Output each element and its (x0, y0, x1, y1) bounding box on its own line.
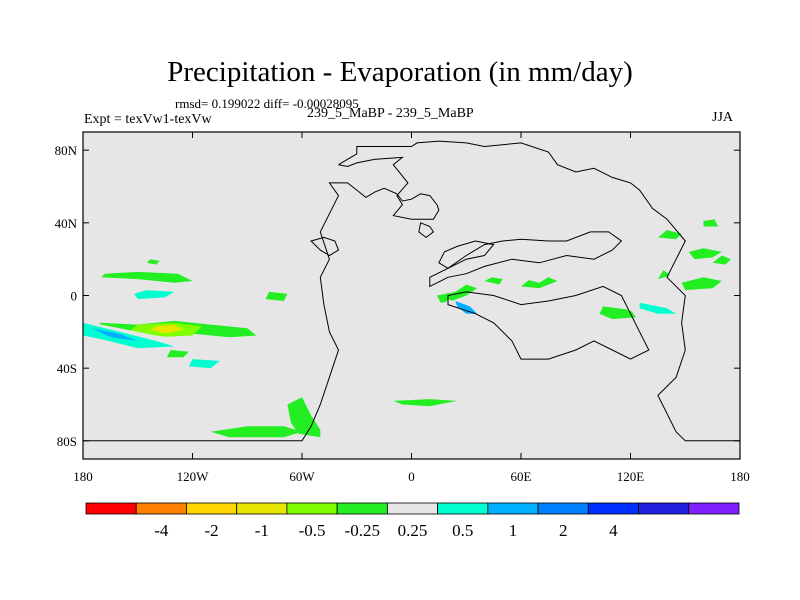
colorbar-label-7: 1 (509, 521, 518, 540)
colorbar-label-1: -2 (204, 521, 218, 540)
y-tick-label-0: 80N (55, 143, 78, 158)
data-region-21 (484, 277, 503, 285)
colorbar-swatch-2 (186, 502, 238, 515)
colorbar-swatch-12 (688, 502, 740, 515)
x-tick-label-4: 60E (511, 469, 532, 484)
colorbar-swatch-10 (587, 502, 639, 515)
data-region-17 (134, 290, 175, 300)
data-region-38 (703, 219, 719, 227)
coastline-5 (310, 236, 340, 257)
center-label: 239_5_MaBP - 239_5_MaBP (307, 106, 474, 121)
colorbar-label-6: 0.5 (452, 521, 473, 540)
colorbar-label-8: 2 (559, 521, 568, 540)
colorbar-swatch-9 (537, 502, 589, 515)
data-region-3 (83, 320, 229, 352)
colorbar-label-9: 4 (609, 521, 618, 540)
y-tick-label-1: 40N (55, 216, 78, 231)
data-region-25 (510, 320, 576, 350)
data-region-29 (681, 277, 722, 291)
plot-title: Precipitation - Evaporation (in mm/day) (167, 56, 633, 88)
x-tick-label-3: 0 (408, 469, 415, 484)
data-region-35 (688, 248, 722, 260)
colorbar-swatch-6 (386, 502, 439, 515)
data-region-18 (265, 291, 288, 301)
colorbar-swatch-1 (135, 502, 187, 515)
stats-label: rmsd= 0.199022 diff= -0.00028095 (175, 96, 359, 111)
data-region-37 (657, 230, 682, 240)
data-region-5 (92, 328, 138, 341)
colorbar-label-5: 0.25 (398, 521, 428, 540)
data-region-11 (146, 411, 293, 425)
experiment-label: Expt = texVw1-texVw (84, 112, 212, 127)
data-region-41 (393, 399, 458, 407)
season-label: JJA (712, 110, 734, 125)
data-region-34 (639, 302, 677, 314)
x-tick-label-2: 60W (289, 469, 315, 484)
data-region-9 (166, 350, 189, 358)
y-tick-label-2: 0 (71, 289, 78, 304)
y-tick-label-3: 40S (57, 361, 77, 376)
data-region-2 (150, 324, 184, 334)
data-region-6 (83, 346, 138, 369)
colorbar-label-3: -0.5 (299, 521, 326, 540)
coastline-6 (418, 222, 435, 239)
coastline-1 (338, 140, 740, 442)
data-region-8 (188, 359, 220, 369)
data-region-24 (455, 301, 478, 314)
data-region-26 (524, 273, 549, 283)
colorbar-label-4: -0.25 (345, 521, 380, 540)
colorbar-swatch-5 (336, 502, 388, 515)
data-region-40 (429, 317, 439, 325)
colorbar-swatch-8 (487, 502, 539, 515)
coastline-4 (447, 285, 650, 360)
colorbar-swatch-7 (437, 502, 489, 515)
colorbar-swatch-0 (85, 502, 137, 515)
data-region-28 (657, 270, 671, 280)
data-region-12 (287, 397, 321, 438)
y-tick-label-4: 80S (57, 434, 77, 449)
colorbar-swatch-11 (638, 502, 690, 515)
data-region-4 (83, 322, 175, 349)
x-tick-label-6: 180 (730, 469, 750, 484)
colorbar-swatch-4 (286, 502, 338, 515)
data-region-15 (101, 271, 193, 283)
data-region-31 (712, 288, 740, 300)
data-region-13 (210, 426, 302, 438)
data-region-16 (119, 284, 288, 305)
coastline-3 (429, 231, 623, 288)
data-region-30 (667, 273, 689, 283)
data-region-39 (721, 317, 740, 329)
colorbar-label-2: -1 (255, 521, 269, 540)
x-tick-label-0: 180 (73, 469, 93, 484)
colorbar-label-0: -4 (154, 521, 169, 540)
x-tick-label-5: 120E (617, 469, 645, 484)
coastline-0 (83, 156, 440, 442)
data-region-27 (621, 273, 646, 281)
colorbar-swatch-3 (236, 502, 288, 515)
data-region-10 (137, 391, 293, 414)
data-region-14 (146, 259, 160, 265)
coastline-2 (438, 240, 495, 269)
data-region-36 (712, 255, 731, 265)
x-tick-label-1: 120W (177, 469, 210, 484)
